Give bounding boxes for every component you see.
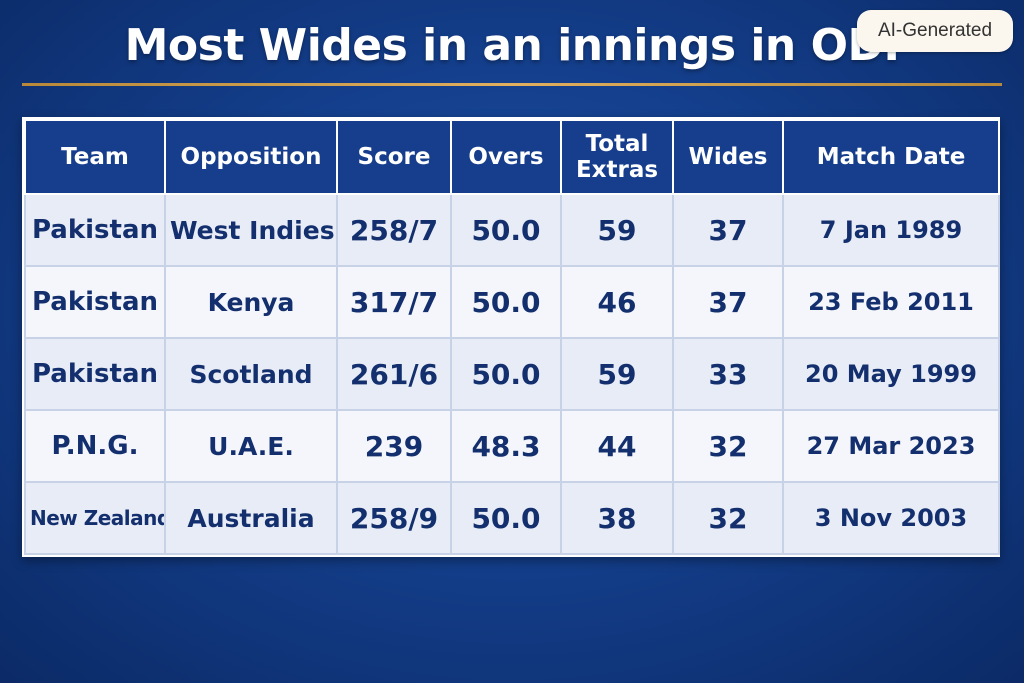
cell-team: P.N.G. [24,409,166,483]
cell-wides: 33 [672,337,784,411]
table-row: Pakistan Scotland 261/6 50.0 59 33 20 Ma… [24,337,1000,411]
wides-table-container: Team Opposition Score Overs Total Extras… [22,117,1000,557]
cell-team: Pakistan [24,193,166,267]
cell-score: 258/9 [336,481,452,555]
cell-overs: 48.3 [450,409,562,483]
cell-score: 258/7 [336,193,452,267]
header-total-extras: Total Extras [560,119,674,195]
cell-opposition: U.A.E. [164,409,338,483]
cell-wides: 37 [672,265,784,339]
cell-opposition: Kenya [164,265,338,339]
table-header-row: Team Opposition Score Overs Total Extras… [24,119,1000,195]
cell-overs: 50.0 [450,193,562,267]
ai-generated-badge: AI-Generated [857,10,1013,52]
cell-opposition: West Indies [164,193,338,267]
header-wides: Wides [672,119,784,195]
table-row: Pakistan West Indies 258/7 50.0 59 37 7 … [24,193,1000,267]
cell-match-date: 7 Jan 1989 [782,193,1000,267]
cell-total-extras: 38 [560,481,674,555]
header-overs: Overs [450,119,562,195]
cell-overs: 50.0 [450,481,562,555]
cell-wides: 32 [672,481,784,555]
cell-opposition: Scotland [164,337,338,411]
cell-overs: 50.0 [450,265,562,339]
cell-overs: 50.0 [450,337,562,411]
cell-score: 261/6 [336,337,452,411]
cell-total-extras: 44 [560,409,674,483]
cell-team: New Zealand [24,481,166,555]
header-score: Score [336,119,452,195]
cell-wides: 32 [672,409,784,483]
table-row: New Zealand Australia 258/9 50.0 38 32 3… [24,481,1000,555]
cell-team: Pakistan [24,265,166,339]
cell-opposition: Australia [164,481,338,555]
table-row: Pakistan Kenya 317/7 50.0 46 37 23 Feb 2… [24,265,1000,339]
cell-match-date: 20 May 1999 [782,337,1000,411]
table-row: P.N.G. U.A.E. 239 48.3 44 32 27 Mar 2023 [24,409,1000,483]
cell-total-extras: 46 [560,265,674,339]
page-title: Most Wides in an innings in ODI [124,20,900,71]
cell-wides: 37 [672,193,784,267]
cell-total-extras: 59 [560,193,674,267]
title-divider [22,83,1002,86]
cell-total-extras: 59 [560,337,674,411]
cell-score: 239 [336,409,452,483]
cell-match-date: 23 Feb 2011 [782,265,1000,339]
cell-match-date: 3 Nov 2003 [782,481,1000,555]
header-team: Team [24,119,166,195]
cell-match-date: 27 Mar 2023 [782,409,1000,483]
cell-team: Pakistan [24,337,166,411]
header-opposition: Opposition [164,119,338,195]
wides-table: Team Opposition Score Overs Total Extras… [24,119,1000,555]
cell-score: 317/7 [336,265,452,339]
header-match-date: Match Date [782,119,1000,195]
